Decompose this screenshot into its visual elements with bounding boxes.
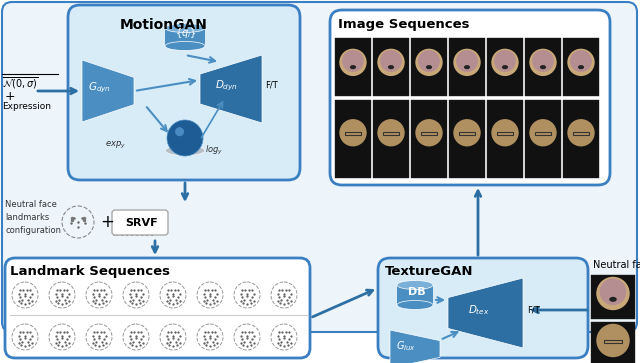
Ellipse shape [540,65,546,69]
Text: $\overline{\mathcal{N}(0,\sigma)}$: $\overline{\mathcal{N}(0,\sigma)}$ [2,75,38,91]
Circle shape [529,49,557,76]
FancyBboxPatch shape [5,258,310,358]
Text: +: + [5,90,15,103]
Bar [563,100,599,178]
Text: $D_{dyn}$: $D_{dyn}$ [215,79,238,93]
Circle shape [339,49,367,76]
Text: $\{q_i\}$: $\{q_i\}$ [175,26,196,40]
Circle shape [167,120,203,156]
Circle shape [378,119,404,146]
Ellipse shape [397,281,433,290]
Text: DB: DB [408,287,426,297]
Text: Neutral face
landmarks
configuration: Neutral face landmarks configuration [5,200,61,235]
Bar [591,322,635,363]
Bar [449,100,485,178]
Circle shape [600,278,627,305]
Bar [373,38,409,96]
Bar [383,132,399,135]
Text: F/T: F/T [265,81,278,90]
Text: $log_y$: $log_y$ [205,143,223,156]
Bar [536,132,550,135]
Polygon shape [82,60,134,122]
Ellipse shape [426,65,432,69]
Bar [397,285,433,305]
Bar [573,132,589,135]
Bar [604,340,622,343]
Circle shape [567,49,595,76]
Circle shape [342,50,364,72]
Bar [165,28,205,46]
Ellipse shape [165,146,205,156]
Bar [525,38,561,96]
Circle shape [567,119,595,146]
Polygon shape [448,278,523,348]
Bar [497,132,513,135]
Ellipse shape [165,41,205,50]
Text: SRVF: SRVF [125,218,157,228]
Text: +: + [100,213,114,231]
Circle shape [596,324,630,357]
Circle shape [494,50,516,72]
Circle shape [415,49,443,76]
Bar [460,132,474,135]
Ellipse shape [388,65,394,69]
Bar [487,38,523,96]
Circle shape [456,50,478,72]
Circle shape [418,50,440,72]
Text: Expression: Expression [2,102,51,111]
Bar [487,100,523,178]
Bar [411,38,447,96]
Bar [335,100,371,178]
Circle shape [492,119,518,146]
Ellipse shape [578,65,584,69]
Circle shape [570,50,592,72]
Text: $G_{dyn}$: $G_{dyn}$ [88,81,111,95]
Text: F/T: F/T [527,306,540,314]
Circle shape [415,119,443,146]
FancyBboxPatch shape [2,2,637,332]
Text: Landmark Sequences: Landmark Sequences [10,265,170,278]
FancyBboxPatch shape [378,258,588,358]
Bar [525,100,561,178]
Ellipse shape [502,65,508,69]
Ellipse shape [397,301,433,310]
Ellipse shape [609,297,617,302]
Text: $\cdot\cdot\cdot\cdot\cdot\cdot\cdot\cdot\cdot$: $\cdot\cdot\cdot\cdot\cdot\cdot\cdot\cdo… [112,231,154,237]
Circle shape [175,127,184,136]
Circle shape [339,119,367,146]
Text: TextureGAN: TextureGAN [385,265,474,278]
Bar [449,38,485,96]
Circle shape [378,49,404,76]
Circle shape [453,49,481,76]
Ellipse shape [464,65,470,69]
Circle shape [532,50,554,72]
Bar [346,132,360,135]
Bar [335,38,371,96]
Circle shape [453,119,481,146]
FancyBboxPatch shape [112,210,168,235]
Polygon shape [200,55,262,123]
FancyBboxPatch shape [330,10,610,185]
Bar [373,100,409,178]
Text: $G_{lux}$: $G_{lux}$ [396,339,416,353]
Circle shape [596,277,630,310]
Bar [422,132,436,135]
Ellipse shape [350,65,356,69]
Text: $exp_y$: $exp_y$ [105,139,126,151]
Circle shape [380,50,402,72]
Circle shape [492,49,518,76]
FancyBboxPatch shape [68,5,300,180]
Bar [563,38,599,96]
Text: Neutral face: Neutral face [593,260,640,270]
Text: Image Sequences: Image Sequences [338,18,470,31]
Circle shape [529,119,557,146]
Bar [591,275,635,319]
Ellipse shape [165,24,205,33]
Bar [411,100,447,178]
Text: MotionGAN: MotionGAN [120,18,208,32]
Text: $D_{tex}$: $D_{tex}$ [468,303,490,317]
Polygon shape [390,330,440,363]
